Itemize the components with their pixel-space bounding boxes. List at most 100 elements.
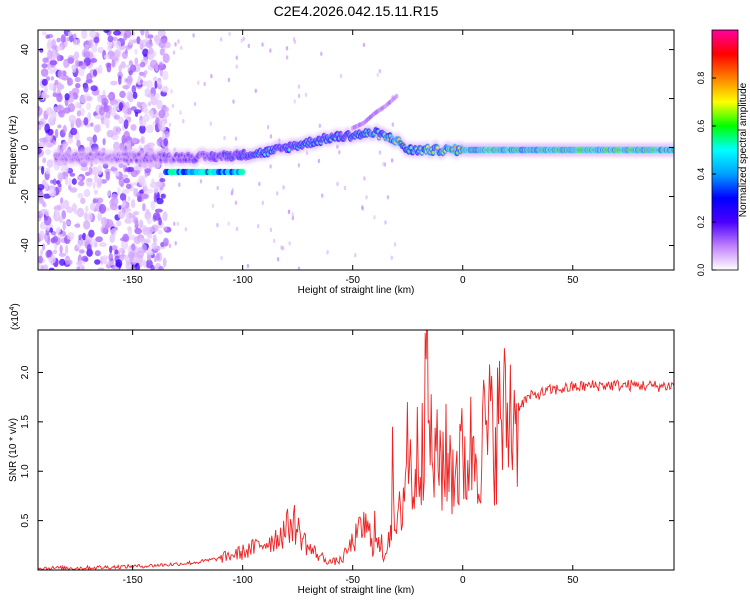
noise-blob — [38, 261, 41, 270]
noise-blob — [57, 82, 63, 91]
noise-blob — [269, 134, 273, 139]
noise-blob — [210, 74, 213, 79]
noise-blob — [136, 36, 141, 45]
noise-blob — [147, 101, 152, 107]
noise-blob — [197, 80, 200, 85]
noise-blob — [165, 145, 169, 150]
noise-blob — [56, 226, 61, 233]
noise-blob — [96, 197, 104, 204]
noise-blob — [141, 102, 148, 113]
noise-blob — [52, 249, 58, 254]
noise-blob — [144, 173, 148, 178]
noise-blob — [111, 245, 118, 251]
x-tick-label: -50 — [345, 275, 360, 286]
spectrogram-ylabel: Frequency (Hz) — [8, 116, 19, 185]
noise-blob — [61, 146, 67, 150]
noise-blob — [60, 34, 66, 43]
noise-blob — [393, 242, 397, 247]
noise-blob — [280, 245, 283, 250]
noise-blob — [76, 266, 80, 270]
noise-blob — [123, 130, 130, 141]
noise-blob — [88, 229, 95, 238]
spectrogram-marks — [38, 30, 674, 270]
noise-blob — [103, 30, 110, 34]
noise-blob — [49, 227, 54, 233]
noise-blob — [67, 77, 73, 86]
noise-blob — [71, 203, 77, 212]
noise-blob — [127, 251, 135, 259]
noise-blob — [56, 45, 63, 52]
noise-blob — [127, 92, 134, 103]
noise-blob — [115, 259, 123, 268]
noise-blob — [235, 226, 239, 232]
snr-panel: -150 -100 -50 0 50 0.5 1.0 1.5 2.0 Height of str… — [8, 303, 675, 596]
noise-blob — [159, 178, 166, 183]
noise-blob — [132, 211, 140, 216]
noise-blob — [76, 110, 82, 117]
x-tick-label: 0 — [460, 575, 466, 586]
noise-blob — [163, 106, 169, 113]
noise-blob — [121, 239, 129, 250]
noise-blob — [130, 265, 136, 270]
colorbar-tick-label: 0.4 — [696, 168, 706, 181]
noise-blob — [171, 103, 175, 109]
noise-blob — [49, 69, 55, 75]
snr-scale-exponent: 4 — [9, 307, 16, 311]
noise-blob — [168, 243, 172, 248]
noise-blob — [97, 212, 103, 221]
noise-blob — [254, 88, 257, 94]
noise-blob — [133, 188, 139, 197]
noise-blob — [123, 112, 128, 119]
noise-blob — [112, 125, 121, 136]
noise-blob — [107, 44, 113, 52]
noise-blob — [115, 40, 122, 49]
noise-blob — [118, 75, 122, 85]
colorbar-gradient — [711, 29, 739, 271]
noise-blob — [56, 37, 61, 43]
noise-blob — [124, 101, 130, 109]
noise-blob — [58, 252, 67, 257]
noise-blob — [365, 195, 368, 200]
noise-blob — [269, 48, 272, 53]
noise-blob — [97, 94, 102, 103]
noise-blob — [94, 259, 101, 265]
noise-blob — [378, 150, 382, 155]
noise-blob — [127, 226, 132, 231]
noise-blob — [94, 114, 102, 120]
noise-blob — [42, 243, 46, 251]
noise-blob — [148, 47, 154, 55]
noise-blob — [139, 189, 145, 194]
noise-blob — [154, 92, 160, 100]
colorbar-tick-label: 0.2 — [696, 216, 706, 229]
noise-blob — [176, 221, 179, 226]
noise-blob — [132, 39, 137, 44]
noise-blob — [74, 77, 81, 83]
noise-blob — [141, 193, 150, 200]
noise-blob — [276, 257, 280, 262]
noise-blob — [276, 191, 279, 196]
noise-blob — [130, 170, 138, 178]
noise-blob — [152, 212, 161, 221]
noise-blob — [172, 50, 176, 55]
noise-blob — [161, 120, 165, 131]
noise-blob — [99, 106, 105, 116]
noise-blob — [94, 241, 98, 248]
noise-blob — [146, 232, 153, 239]
noise-blob — [297, 266, 301, 270]
noise-blob — [131, 137, 138, 144]
noise-blob — [318, 123, 321, 128]
noise-blob — [285, 46, 289, 51]
noise-blob — [122, 200, 127, 207]
noise-blob — [96, 165, 103, 176]
noise-blob — [62, 125, 67, 133]
noise-blob — [158, 62, 164, 71]
noise-blob — [269, 227, 273, 233]
noise-blob — [64, 255, 71, 265]
noise-blob — [114, 249, 119, 255]
noise-blob — [39, 48, 44, 53]
noise-blob — [65, 220, 71, 226]
noise-blob — [130, 64, 137, 73]
noise-blob — [139, 219, 144, 229]
noise-blob — [266, 124, 270, 130]
noise-blob — [107, 35, 114, 43]
